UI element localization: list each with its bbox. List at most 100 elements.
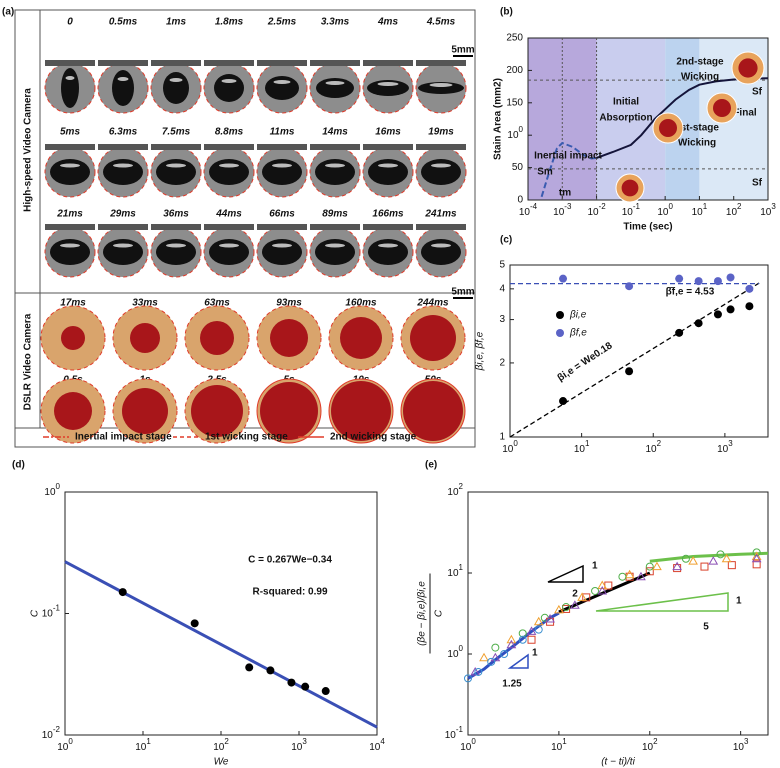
tick-text: 0 [668, 202, 673, 211]
stage-outline [256, 305, 322, 371]
x-tick-label: 101 [692, 202, 708, 218]
highlight [378, 163, 398, 168]
highlight [117, 77, 129, 81]
droplet [262, 159, 302, 185]
data-point [559, 274, 568, 283]
x-tick-label: 102 [726, 202, 742, 218]
stage-outline [203, 146, 255, 198]
substrate [151, 224, 201, 230]
substrate [310, 60, 360, 66]
y-tick-label: 5 [499, 260, 505, 271]
data-point [625, 367, 634, 376]
x-tick-label: 10-1 [622, 202, 641, 218]
tick-text: 2 [657, 439, 662, 448]
time-label: 44ms [215, 209, 242, 220]
substrate [98, 60, 148, 66]
data-point [745, 284, 754, 293]
scale-bar: 5mm [451, 45, 474, 56]
time-label: 16ms [375, 127, 401, 138]
y-tick-label: 250 [506, 33, 523, 44]
highlight [221, 79, 237, 83]
tick-text: 4 [380, 737, 385, 746]
tick-text: 10 [692, 207, 704, 218]
slope-triangle [595, 592, 729, 612]
stain [340, 317, 382, 359]
annotation: Sm [537, 167, 553, 178]
data-point [597, 580, 608, 590]
data-point [681, 554, 690, 563]
tick-text: 10 [447, 568, 459, 579]
highlight [60, 243, 80, 248]
substrate [204, 60, 254, 66]
substrate [204, 144, 254, 150]
stage-outline [44, 226, 96, 278]
data-point [675, 328, 684, 337]
panel-label: (c) [500, 235, 512, 246]
tick-text: 10 [502, 444, 514, 455]
x-axis-label: (t − ti)/ti [601, 757, 635, 768]
stage-outline [415, 62, 467, 114]
time-label: 29ms [109, 209, 136, 220]
panel-label: (a) [2, 7, 14, 18]
trend-line [558, 571, 651, 614]
x-tick-label: 103 [717, 439, 733, 455]
stage-outline [97, 146, 149, 198]
y-tick-label: 4 [499, 283, 505, 294]
data-point [675, 274, 684, 283]
x-axis-label: We [214, 757, 229, 768]
panel-label: (b) [500, 7, 513, 18]
plot-frame [509, 264, 769, 438]
droplet [50, 159, 90, 185]
x-axis-label: Time (sec) [623, 222, 672, 233]
data-point [652, 561, 662, 571]
stage-outline [328, 378, 394, 444]
data-line [596, 77, 769, 159]
droplet [209, 159, 249, 185]
substrate [363, 224, 413, 230]
inset-stain [659, 119, 677, 137]
stage-outline [400, 378, 466, 444]
y-axis-label: (βe − βi,e)/βi,e [417, 581, 428, 646]
tick-text: -1 [633, 202, 641, 211]
y-axis-label: Stain Area (mm2) [493, 78, 504, 160]
droplet [368, 159, 408, 185]
y-tick-label: 50 [512, 162, 524, 173]
y-tick-label: 102 [447, 482, 463, 498]
stage-outline [256, 62, 308, 114]
y-tick-label: 100 [507, 125, 523, 141]
data-point [624, 569, 635, 579]
data-line [540, 141, 597, 198]
annotation: 2 [572, 589, 578, 600]
data-point [700, 562, 709, 571]
stain [130, 323, 160, 353]
time-label: 166ms [372, 209, 404, 220]
annotation: C = 0.267We−0.34 [248, 555, 332, 566]
data-point [751, 551, 762, 560]
annotation: Final [733, 108, 757, 119]
stage-outline [150, 62, 202, 114]
droplet [156, 239, 196, 265]
tick-text: 10 [57, 742, 69, 753]
time-label: 5ms [60, 127, 80, 138]
tick-text: 10 [587, 207, 599, 218]
x-tick-label: 103 [733, 737, 749, 753]
data-point [506, 634, 517, 644]
y-tick-label: 0 [517, 195, 523, 206]
time-label: 19ms [428, 127, 454, 138]
data-point [751, 553, 762, 563]
plot-frame [467, 491, 769, 736]
y-tick-label: 150 [506, 97, 523, 108]
substrate [416, 60, 466, 66]
data-point [636, 571, 646, 581]
substrate [310, 144, 360, 150]
stain [122, 388, 168, 434]
time-label: 2.5ms [267, 17, 297, 28]
tick-text: 10 [717, 444, 729, 455]
highlight [60, 163, 80, 168]
stage-outline [40, 305, 106, 371]
data-point [554, 604, 564, 614]
legend-entry: βi,e [569, 310, 587, 321]
tick-text: -2 [53, 725, 61, 734]
data-point [491, 643, 500, 652]
substrate [45, 60, 95, 66]
